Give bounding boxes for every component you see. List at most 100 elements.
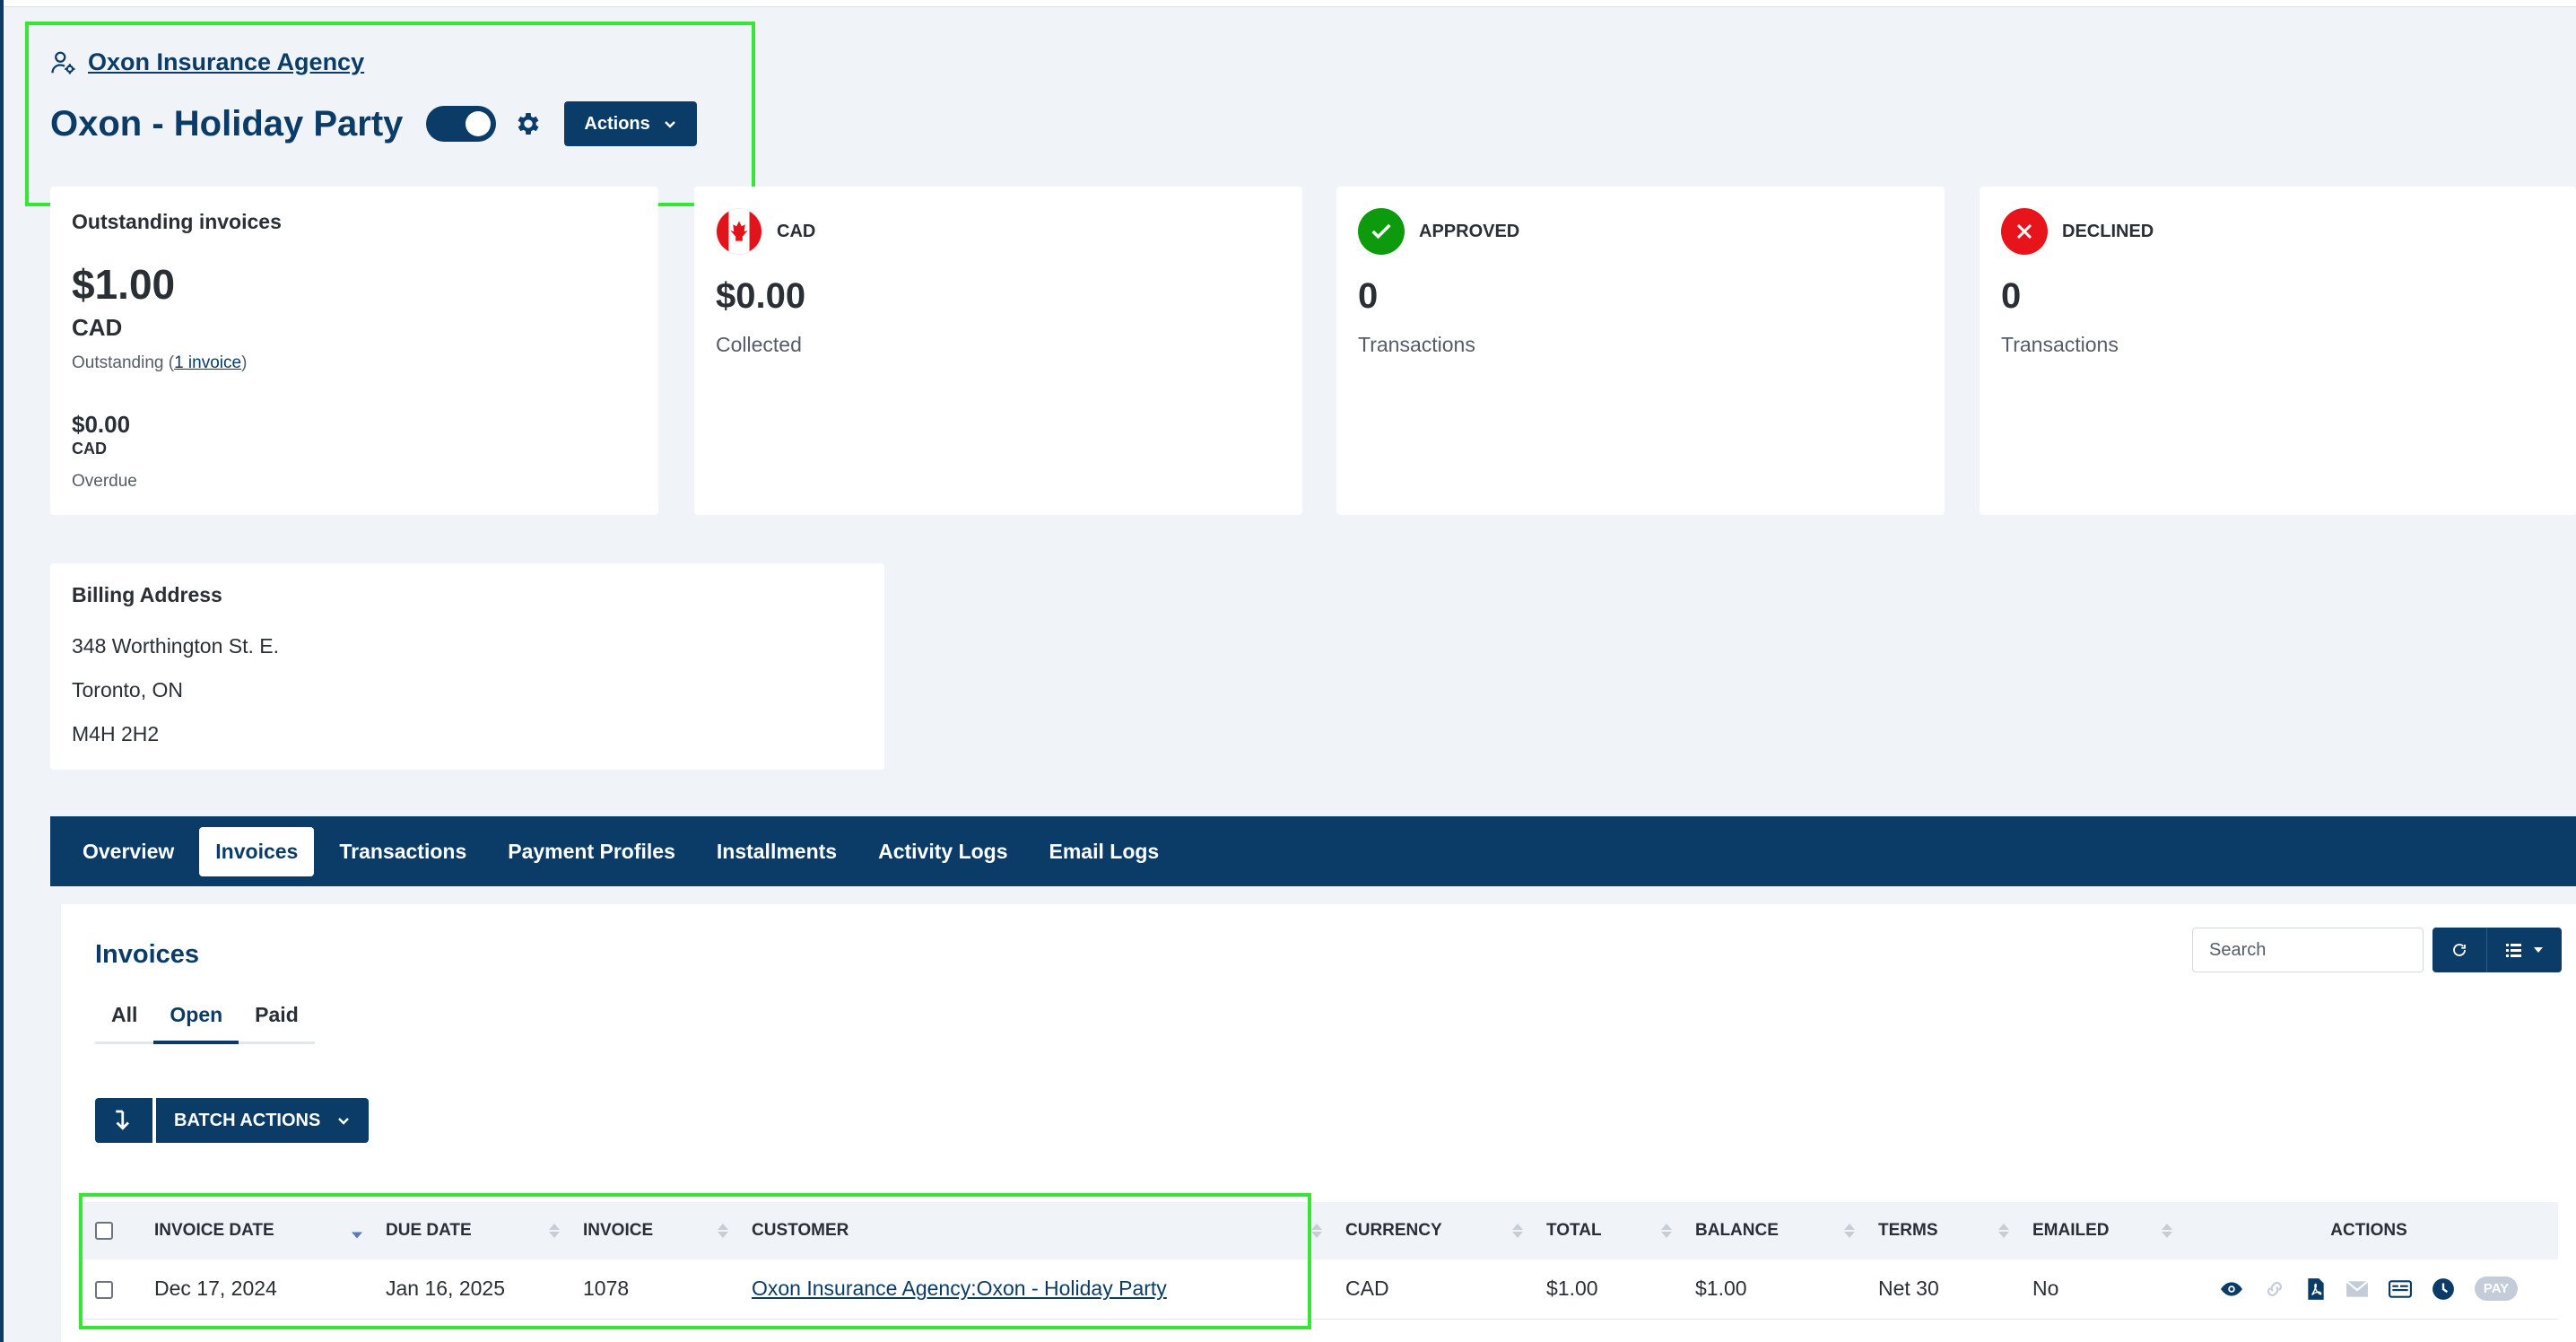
page-title: Oxon - Holiday Party xyxy=(50,103,404,144)
check-icon xyxy=(1358,208,1405,255)
cell-customer: Oxon Insurance Agency:Oxon - Holiday Par… xyxy=(735,1259,1329,1320)
pdf-icon[interactable] xyxy=(2306,1277,2326,1301)
refresh-button[interactable] xyxy=(2432,928,2486,972)
actions-button-label: Actions xyxy=(584,113,650,134)
link-icon[interactable] xyxy=(2263,1277,2286,1301)
col-invoice[interactable]: INVOICE xyxy=(567,1202,735,1259)
main-tabs: Overview Invoices Transactions Payment P… xyxy=(50,816,2576,886)
billing-line3: M4H 2H2 xyxy=(72,722,160,745)
cad-card-title: CAD xyxy=(777,221,816,241)
overdue-currency: CAD xyxy=(72,440,107,458)
col-due-date[interactable]: DUE DATE xyxy=(370,1202,567,1259)
user-settings-icon xyxy=(50,49,77,76)
close-icon xyxy=(2001,208,2048,255)
tab-transactions[interactable]: Transactions xyxy=(339,839,467,863)
customer-header: Oxon Insurance Agency Oxon - Holiday Par… xyxy=(50,48,697,146)
company-row: Oxon Insurance Agency xyxy=(50,48,697,76)
select-all-cell xyxy=(79,1202,138,1259)
batch-actions-button[interactable]: BATCH ACTIONS xyxy=(156,1098,370,1143)
search-input[interactable] xyxy=(2192,928,2424,972)
col-due-date-label: DUE DATE xyxy=(386,1221,472,1240)
pay-button[interactable]: PAY xyxy=(2474,1277,2519,1302)
approved-card: APPROVED 0 Transactions xyxy=(1336,187,1945,515)
active-toggle[interactable] xyxy=(426,106,497,142)
table-tools xyxy=(2432,928,2562,972)
col-emailed[interactable]: EMAILED xyxy=(2016,1202,2180,1259)
tab-overview[interactable]: Overview xyxy=(83,839,175,863)
col-terms[interactable]: TERMS xyxy=(1862,1202,2016,1259)
cell-due-date: Jan 16, 2025 xyxy=(370,1259,567,1320)
left-edge-bar xyxy=(0,0,4,1342)
cell-invoice: 1078 xyxy=(567,1259,735,1320)
outstanding-amount: $1.00 xyxy=(72,261,176,308)
tab-invoices[interactable]: Invoices xyxy=(199,826,315,876)
cell-invoice-date: Dec 17, 2024 xyxy=(138,1259,370,1320)
approved-card-head: APPROVED xyxy=(1358,208,1923,255)
cad-collected-label: Collected xyxy=(716,333,802,356)
subtab-open[interactable]: Open xyxy=(153,994,239,1044)
table-header-row: INVOICE DATE DUE DATE INVOICE CUSTOMER C… xyxy=(79,1202,2558,1259)
col-total-label: TOTAL xyxy=(1546,1221,1602,1240)
actions-button[interactable]: Actions xyxy=(564,101,697,146)
outstanding-prefix: Outstanding ( xyxy=(72,353,175,372)
select-all-checkbox[interactable] xyxy=(95,1221,113,1240)
col-balance-label: BALANCE xyxy=(1695,1221,1779,1240)
col-actions: ACTIONS xyxy=(2180,1202,2558,1259)
canada-flag-icon xyxy=(716,208,762,255)
col-invoice-date-label: INVOICE DATE xyxy=(154,1221,274,1240)
cad-collected-amount: $0.00 xyxy=(716,276,806,316)
email-icon[interactable] xyxy=(2345,1279,2369,1299)
batch-actions-label: BATCH ACTIONS xyxy=(174,1110,321,1130)
sort-icon xyxy=(549,1224,560,1238)
declined-count: 0 xyxy=(2001,276,2022,316)
sort-icon xyxy=(718,1224,728,1238)
cell-terms: Net 30 xyxy=(1862,1259,2016,1320)
outstanding-invoice-link[interactable]: 1 invoice xyxy=(174,353,242,372)
sort-icon xyxy=(2162,1224,2172,1238)
col-balance[interactable]: BALANCE xyxy=(1679,1202,1862,1259)
columns-button[interactable] xyxy=(2486,928,2562,972)
gear-icon[interactable] xyxy=(514,109,543,138)
col-emailed-label: EMAILED xyxy=(2032,1221,2110,1240)
row-checkbox[interactable] xyxy=(95,1281,113,1300)
col-invoice-label: INVOICE xyxy=(583,1221,654,1240)
col-currency[interactable]: CURRENCY xyxy=(1329,1202,1530,1259)
declined-sub: Transactions xyxy=(2001,333,2119,356)
subtab-paid[interactable]: Paid xyxy=(255,1003,299,1026)
col-terms-label: TERMS xyxy=(1878,1221,1938,1240)
cell-currency: CAD xyxy=(1329,1259,1530,1320)
clock-icon[interactable] xyxy=(2432,1277,2455,1301)
approved-count: 0 xyxy=(1358,276,1379,316)
sort-desc-icon xyxy=(352,1224,362,1239)
col-total[interactable]: TOTAL xyxy=(1530,1202,1679,1259)
invoices-table: INVOICE DATE DUE DATE INVOICE CUSTOMER C… xyxy=(79,1202,2558,1320)
col-customer[interactable]: CUSTOMER xyxy=(735,1202,1329,1259)
sort-icon xyxy=(1512,1224,1523,1238)
tab-activity-logs[interactable]: Activity Logs xyxy=(878,839,1008,863)
list-icon xyxy=(2505,944,2521,957)
sort-icon xyxy=(1844,1224,1855,1238)
subtab-all[interactable]: All xyxy=(111,1003,138,1026)
eye-icon[interactable] xyxy=(2220,1277,2243,1301)
export-button[interactable] xyxy=(95,1098,152,1143)
billing-label: Billing Address xyxy=(72,583,222,606)
tab-installments[interactable]: Installments xyxy=(716,839,838,863)
chevron-down-icon xyxy=(338,1118,350,1125)
customer-link[interactable]: Oxon Insurance Agency:Oxon - Holiday Par… xyxy=(752,1277,1167,1301)
cad-card-head: CAD xyxy=(716,208,1281,255)
tab-email-logs[interactable]: Email Logs xyxy=(1049,839,1160,863)
col-invoice-date[interactable]: INVOICE DATE xyxy=(138,1202,370,1259)
company-link[interactable]: Oxon Insurance Agency xyxy=(88,48,365,75)
id-card-icon[interactable] xyxy=(2388,1279,2412,1299)
billing-address-card: Billing Address 348 Worthington St. E. T… xyxy=(50,563,884,770)
declined-card: DECLINED 0 Transactions xyxy=(1980,187,2576,515)
outstanding-suffix: ) xyxy=(241,353,248,372)
approved-title: APPROVED xyxy=(1419,221,1520,241)
tab-payment-profiles[interactable]: Payment Profiles xyxy=(508,839,675,863)
overdue-amount: $0.00 xyxy=(72,411,131,438)
sort-icon xyxy=(1661,1224,1672,1238)
chevron-down-icon xyxy=(663,117,677,131)
cell-balance: $1.00 xyxy=(1679,1259,1862,1320)
invoices-title: Invoices xyxy=(95,940,200,969)
cell-emailed: No xyxy=(2016,1259,2180,1320)
